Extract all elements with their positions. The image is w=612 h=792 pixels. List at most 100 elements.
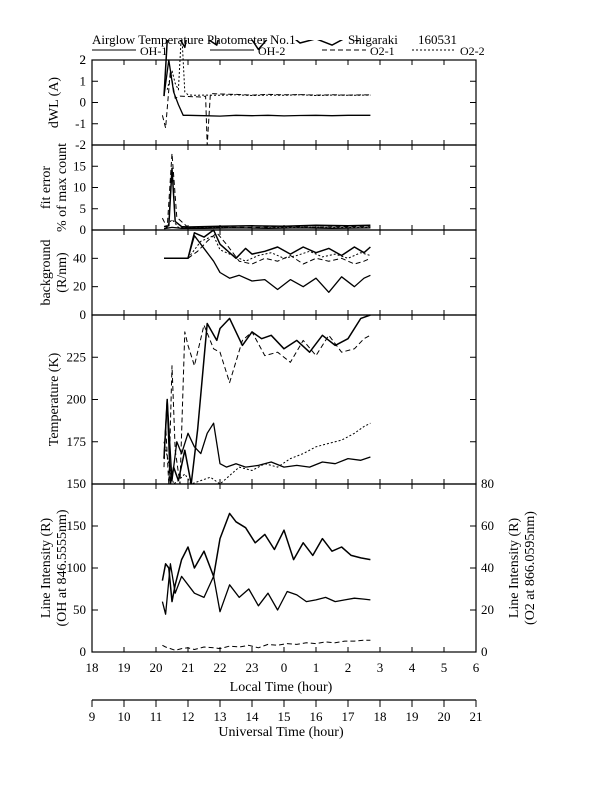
y-tick-label: 2 xyxy=(80,52,87,67)
x-tick-label-local: 4 xyxy=(409,660,416,675)
y-axis-label: dWL (A) xyxy=(47,77,62,129)
legend-label: O2-1 xyxy=(370,44,395,58)
series-line-o2-1 xyxy=(163,324,371,484)
series-line-oh-2 xyxy=(163,59,371,117)
y-tick-label: 0 xyxy=(80,222,87,237)
legend-item-o2-2: O2-2 xyxy=(412,44,485,58)
legend-label: OH-1 xyxy=(140,44,167,58)
y-tick-label: 2 xyxy=(80,52,87,67)
y-tick-label: 0 xyxy=(80,307,87,322)
x-tick-label-universal: 21 xyxy=(470,709,483,724)
legend-item-o2-1: O2-1 xyxy=(322,44,395,58)
series-line-oh-1 xyxy=(161,512,371,603)
x-tick-label-local: 3 xyxy=(377,660,384,675)
y-tick-label: 225 xyxy=(67,349,87,364)
series-group xyxy=(163,314,371,484)
x-tick-label-universal: 14 xyxy=(246,709,260,724)
y-tick-label-right: 20 xyxy=(481,602,494,617)
series-line-oh-2 xyxy=(163,398,371,482)
y-tick-label: 20 xyxy=(73,279,86,294)
series-line-o2-2 xyxy=(166,40,371,96)
series-line-oh-2 xyxy=(164,235,371,293)
x-tick-label-local: 23 xyxy=(246,660,259,675)
y-tick-label: 15 xyxy=(73,158,86,173)
series-line-o2-2 xyxy=(163,422,371,484)
legend-item-oh-1: OH-1 xyxy=(92,44,167,58)
x-tick-label-universal: 15 xyxy=(278,709,291,724)
x-tick-label-local: 1 xyxy=(313,660,320,675)
x-tick-label-local: 2 xyxy=(345,660,352,675)
y-axis-label: fit error% of max count xyxy=(39,143,70,232)
y-axis-label: background(R/nm) xyxy=(39,239,70,305)
series-group xyxy=(161,40,371,145)
panel-frame xyxy=(91,59,477,146)
series-line-o2-2 xyxy=(164,235,371,262)
x-axis-label-local: Local Time (hour) xyxy=(230,680,333,695)
x-tick-label-universal: 18 xyxy=(374,709,387,724)
x-tick-label-universal: 13 xyxy=(214,709,227,724)
y-tick-label-right: 40 xyxy=(481,560,494,575)
x-tick-label-universal: 10 xyxy=(118,709,131,724)
x-tick-label-universal: 17 xyxy=(342,709,356,724)
y-tick-label: 5 xyxy=(80,201,87,216)
y-tick-label: 50 xyxy=(73,602,86,617)
x-tick-label-universal: 9 xyxy=(89,709,96,724)
y-tick-label: 150 xyxy=(67,518,87,533)
x-tick-label-local: 21 xyxy=(182,660,195,675)
panel-frame xyxy=(91,483,477,653)
series-line-oh-1 xyxy=(163,167,371,228)
y-tick-label: 100 xyxy=(67,560,87,575)
y-tick-label-right: 0 xyxy=(481,644,488,659)
x-tick-label-universal: 16 xyxy=(310,709,324,724)
panel-frame xyxy=(91,229,477,316)
date-code: 160531 xyxy=(418,32,457,47)
series-line-oh-1 xyxy=(163,40,361,97)
series-line-o2-1 xyxy=(164,232,371,265)
series-line-o2-1 xyxy=(162,639,371,651)
y-tick-label: 0 xyxy=(80,95,87,110)
series-line-o2-1 xyxy=(161,153,371,229)
legend-item-oh-2: OH-2 xyxy=(210,44,285,58)
panel-temperature: 150 175 200 225 Temperature (K) xyxy=(47,314,477,491)
series-line-oh-1 xyxy=(163,314,371,484)
y-tick-label: 175 xyxy=(67,434,87,449)
series-group xyxy=(161,512,371,651)
y-tick-label-right: 80 xyxy=(481,476,494,491)
series-line-o2-1 xyxy=(161,70,371,145)
panel-intensity: 0 50 100 150 0 20 40 60 80 Line Intensity (R)(O2 … xyxy=(39,476,538,659)
site-name: Shigaraki xyxy=(348,32,398,47)
legend-label: OH-2 xyxy=(258,44,285,58)
x-axis-label-universal: Universal Time (hour) xyxy=(218,725,344,740)
y-axis-label-right: Line Intensity (R)(O2 at 866.0595nm) xyxy=(507,511,538,625)
series-line-oh-2 xyxy=(161,563,371,615)
y-axis-label: Temperature (K) xyxy=(47,352,62,446)
y-tick-label: 0 xyxy=(80,644,87,659)
x-tick-label-local: 0 xyxy=(281,660,288,675)
x-tick-label-local: 20 xyxy=(150,660,163,675)
y-tick-label: -2 xyxy=(75,137,86,152)
x-tick-label-universal: 20 xyxy=(438,709,451,724)
y-tick-label: 10 xyxy=(73,180,86,195)
x-tick-label-local: 5 xyxy=(441,660,448,675)
y-tick-label: 40 xyxy=(73,250,86,265)
panel-frame xyxy=(91,314,477,485)
x-axes: Local Time (hour) Universal Time (hour) … xyxy=(86,660,483,740)
series-line-oh-1 xyxy=(164,229,371,260)
y-tick-label-right: 60 xyxy=(481,518,494,533)
x-tick-label-local: 6 xyxy=(473,660,480,675)
chart-title: Airglow Temperature Photometer No.1 xyxy=(92,32,296,47)
panel-frame xyxy=(91,144,477,231)
series-group xyxy=(164,229,371,293)
x-tick-label-universal: 12 xyxy=(182,709,195,724)
y-axis-label: Line Intensity (R)(OH at 846.5555nm) xyxy=(39,509,70,626)
chart-header: Airglow Temperature Photometer No.1 Shig… xyxy=(92,32,457,47)
series-line-oh-2 xyxy=(163,226,371,230)
x-tick-label-local: 19 xyxy=(118,660,131,675)
x-tick-label-local: 22 xyxy=(214,660,227,675)
legend-label: O2-2 xyxy=(460,44,485,58)
